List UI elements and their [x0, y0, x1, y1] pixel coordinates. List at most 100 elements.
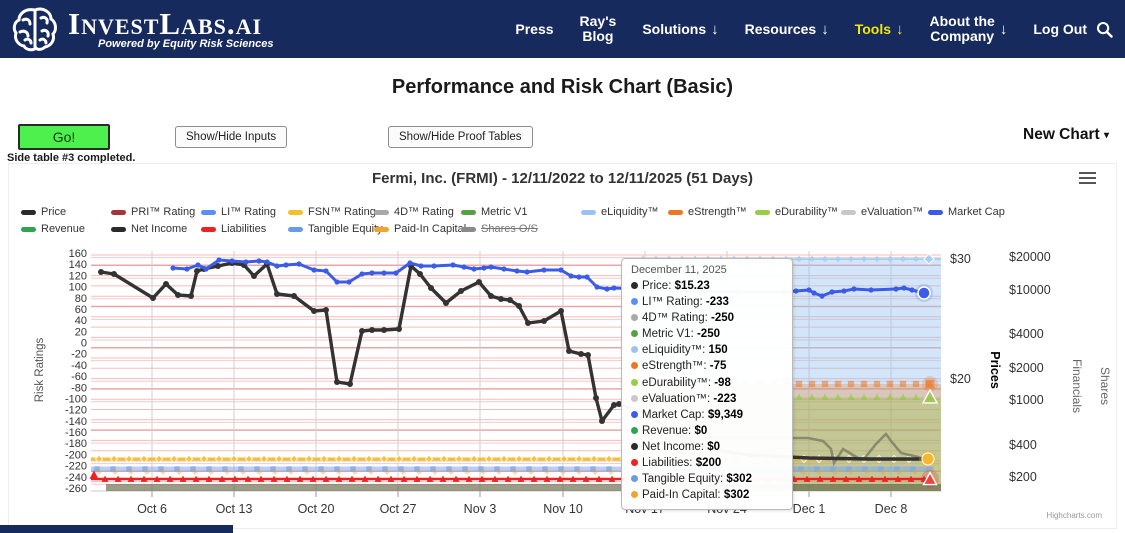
- legend-item-shares-o-s[interactable]: Shares O/S: [461, 223, 538, 235]
- search-icon[interactable]: [1096, 21, 1113, 38]
- legend-item-price[interactable]: Price: [21, 206, 66, 218]
- svg-text:$20: $20: [950, 372, 971, 386]
- tooltip-row-li-rating: LI™ Rating: -233: [631, 294, 783, 310]
- nav-dropdown-arrow-icon: ↓: [821, 20, 829, 38]
- nav-item-resources[interactable]: Resources ↓: [744, 20, 829, 38]
- svg-text:100: 100: [69, 282, 87, 294]
- nav-dropdown-arrow-icon: ↓: [999, 20, 1008, 38]
- chevron-down-icon: ▾: [1103, 130, 1109, 141]
- nav-item-about-the-company[interactable]: About the Company ↓: [929, 13, 1008, 44]
- svg-text:-240: -240: [65, 472, 87, 484]
- legend-item-market-cap[interactable]: Market Cap: [928, 206, 1005, 218]
- tooltip-row-estrength-: eStrength™: -75: [631, 358, 783, 374]
- tooltip-row-metric-v1: Metric V1: -250: [631, 326, 783, 342]
- svg-text:Financials: Financials: [1070, 359, 1084, 413]
- svg-text:Oct 20: Oct 20: [298, 502, 335, 516]
- chart-plot[interactable]: 160140120100806040200-20-40-60-80-100-12…: [9, 239, 1118, 530]
- svg-text:$200: $200: [1009, 470, 1037, 484]
- legend-marker-icon: [928, 209, 943, 215]
- svg-text:$1000: $1000: [1009, 393, 1044, 407]
- chart-title: Fermi, Inc. (FRMI) - 12/11/2022 to 12/11…: [371, 170, 754, 187]
- chart-menu-icon[interactable]: [1079, 172, 1096, 187]
- svg-text:-80: -80: [71, 382, 87, 394]
- legend-marker-icon: [461, 209, 476, 215]
- nav-item-press[interactable]: Press: [515, 20, 554, 37]
- nav-item-solutions[interactable]: Solutions ↓: [642, 20, 719, 38]
- svg-text:140: 140: [69, 259, 87, 271]
- chart-card: Fermi, Inc. (FRMI) - 12/11/2022 to 12/11…: [8, 163, 1117, 529]
- svg-text:Oct 6: Oct 6: [137, 502, 167, 516]
- show-hide-proof-tables-button[interactable]: Show/Hide Proof Tables: [388, 126, 533, 148]
- nav-item-log-out[interactable]: Log Out: [1033, 20, 1087, 37]
- svg-text:-160: -160: [65, 427, 87, 439]
- svg-text:$2000: $2000: [1009, 361, 1044, 375]
- brand-name: InvestLabs.ai: [68, 5, 263, 41]
- legend-item-pri-rating[interactable]: PRI™ Rating: [111, 206, 195, 218]
- show-hide-inputs-button[interactable]: Show/Hide Inputs: [175, 126, 288, 148]
- legend-marker-icon: [755, 209, 770, 215]
- svg-text:-20: -20: [71, 349, 87, 361]
- tooltip-row-evaluation-: eValuation™: -223: [631, 391, 783, 407]
- svg-text:-140: -140: [65, 416, 87, 428]
- legend-item-tangible-equity[interactable]: Tangible Equity: [288, 223, 383, 235]
- legend-item-edurability-[interactable]: eDurability™: [755, 206, 838, 218]
- legend-marker-icon: [201, 209, 216, 215]
- legend-item-li-rating[interactable]: LI™ Rating: [201, 206, 276, 218]
- svg-text:Nov 3: Nov 3: [464, 502, 497, 516]
- nav-item-tools[interactable]: Tools ↓: [854, 20, 904, 38]
- legend-item-paid-in-capital[interactable]: Paid-In Capital: [374, 223, 466, 235]
- brand-tagline: Powered by Equity Risk Sciences: [98, 37, 274, 50]
- tooltip-date: December 11, 2025: [631, 264, 727, 276]
- svg-text:$10000: $10000: [1009, 283, 1051, 297]
- svg-text:$4000: $4000: [1009, 327, 1044, 341]
- legend-item-4d-rating[interactable]: 4D™ Rating: [374, 206, 454, 218]
- legend-item-liabilities[interactable]: Liabilities: [201, 223, 266, 235]
- nav-dropdown-arrow-icon: ↓: [896, 20, 904, 38]
- svg-text:40: 40: [75, 315, 87, 327]
- legend-item-metric-v1[interactable]: Metric V1: [461, 206, 527, 218]
- svg-text:$20000: $20000: [1009, 250, 1051, 264]
- tooltip-row-eliquidity-: eLiquidity™: 150: [631, 342, 783, 358]
- legend-item-estrength-[interactable]: eStrength™: [668, 206, 747, 218]
- legend-marker-icon: [841, 209, 856, 215]
- logo[interactable]: InvestLabs.ai Powered by Equity Risk Sci…: [10, 5, 273, 53]
- nav-item-ray-s-blog[interactable]: Ray's Blog: [579, 13, 617, 44]
- svg-text:-40: -40: [71, 360, 87, 372]
- legend-marker-icon: [668, 209, 683, 215]
- svg-text:-220: -220: [65, 461, 87, 473]
- svg-text:Dec 1: Dec 1: [793, 502, 826, 516]
- svg-text:-200: -200: [65, 449, 87, 461]
- go-button[interactable]: Go!: [18, 124, 110, 150]
- svg-text:Shares: Shares: [1098, 367, 1112, 405]
- legend-marker-icon: [288, 209, 303, 215]
- legend-item-fsn-rating[interactable]: FSN™ Rating: [288, 206, 376, 218]
- legend-marker-icon: [111, 226, 126, 232]
- nav-dropdown-arrow-icon: ↓: [711, 20, 719, 38]
- svg-text:Risk Ratings: Risk Ratings: [34, 337, 46, 402]
- tooltip-row-revenue: Revenue: $0: [631, 423, 783, 439]
- legend-item-revenue[interactable]: Revenue: [21, 223, 85, 235]
- legend-item-evaluation-[interactable]: eValuation™: [841, 206, 923, 218]
- legend-item-eliquidity-[interactable]: eLiquidity™: [581, 206, 658, 218]
- status-text: Side table #3 completed.: [7, 152, 136, 164]
- tooltip-row-liabilities: Liabilities: $200: [631, 455, 783, 471]
- legend-marker-icon: [374, 226, 389, 232]
- highcharts-credit[interactable]: Highcharts.com: [1046, 511, 1102, 520]
- svg-text:-100: -100: [65, 393, 87, 405]
- svg-text:-180: -180: [65, 438, 87, 450]
- new-chart-dropdown[interactable]: New Chart ▾: [1023, 126, 1109, 143]
- svg-text:-120: -120: [65, 405, 87, 417]
- legend-item-net-income[interactable]: Net Income: [111, 223, 187, 235]
- svg-text:160: 160: [69, 248, 87, 260]
- svg-text:$400: $400: [1009, 438, 1037, 452]
- page-title: Performance and Risk Chart (Basic): [391, 76, 734, 98]
- svg-text:120: 120: [69, 270, 87, 282]
- svg-text:-260: -260: [65, 483, 87, 495]
- tooltip-row-net-income: Net Income: $0: [631, 439, 783, 455]
- tooltip-row-price: Price: $15.23: [631, 278, 783, 294]
- svg-text:Dec 8: Dec 8: [875, 502, 908, 516]
- svg-text:60: 60: [75, 304, 87, 316]
- svg-text:80: 80: [75, 293, 87, 305]
- tooltip-row-tangible-equity: Tangible Equity: $302: [631, 471, 783, 487]
- legend-marker-icon: [581, 209, 596, 215]
